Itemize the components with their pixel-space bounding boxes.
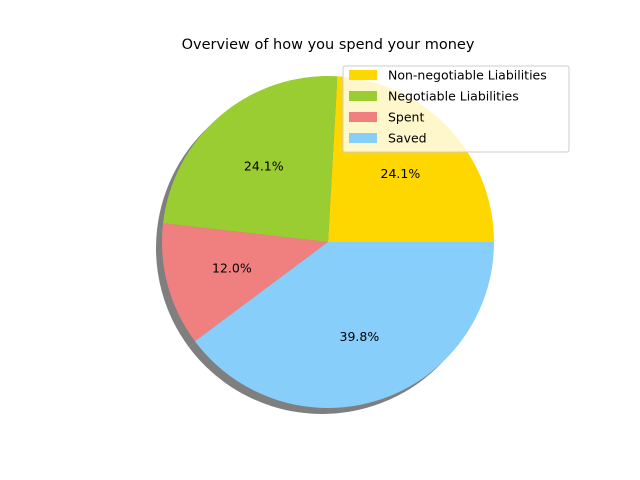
legend-swatch-saved xyxy=(349,133,377,143)
pie-percent-labels: 24.1% 24.1% 12.0% 39.8% xyxy=(212,158,420,344)
legend-label-negotiable-liabilities: Negotiable Liabilities xyxy=(388,89,519,104)
wedge-negotiable-liabilities xyxy=(163,76,338,243)
wedge-saved xyxy=(194,242,494,408)
legend-swatch-spent xyxy=(349,112,377,122)
legend-swatch-negotiable-liabilities xyxy=(349,91,377,101)
percent-label-saved: 39.8% xyxy=(340,329,380,344)
wedge-spent xyxy=(162,223,328,342)
pie-wedges xyxy=(162,76,494,408)
legend-item-spent: Spent xyxy=(349,110,424,125)
legend-swatch-non-negotiable-liabilities xyxy=(349,70,377,80)
legend: Non-negotiable Liabilities Negotiable Lia… xyxy=(342,65,570,153)
legend-label-spent: Spent xyxy=(388,110,424,125)
percent-label-non-negotiable-liabilities: 24.1% xyxy=(381,166,421,181)
legend-item-saved: Saved xyxy=(349,131,427,146)
legend-items: Non-negotiable Liabilities Negotiable Lia… xyxy=(349,68,547,146)
legend-item-non-negotiable-liabilities: Non-negotiable Liabilities xyxy=(349,68,547,83)
legend-frame xyxy=(342,65,570,153)
chart-title: Overview of how you spend your money xyxy=(182,37,475,53)
legend-item-negotiable-liabilities: Negotiable Liabilities xyxy=(349,89,519,104)
legend-label-non-negotiable-liabilities: Non-negotiable Liabilities xyxy=(388,68,547,83)
legend-label-saved: Saved xyxy=(388,131,427,146)
percent-label-spent: 12.0% xyxy=(212,260,252,275)
percent-label-negotiable-liabilities: 24.1% xyxy=(244,158,284,173)
